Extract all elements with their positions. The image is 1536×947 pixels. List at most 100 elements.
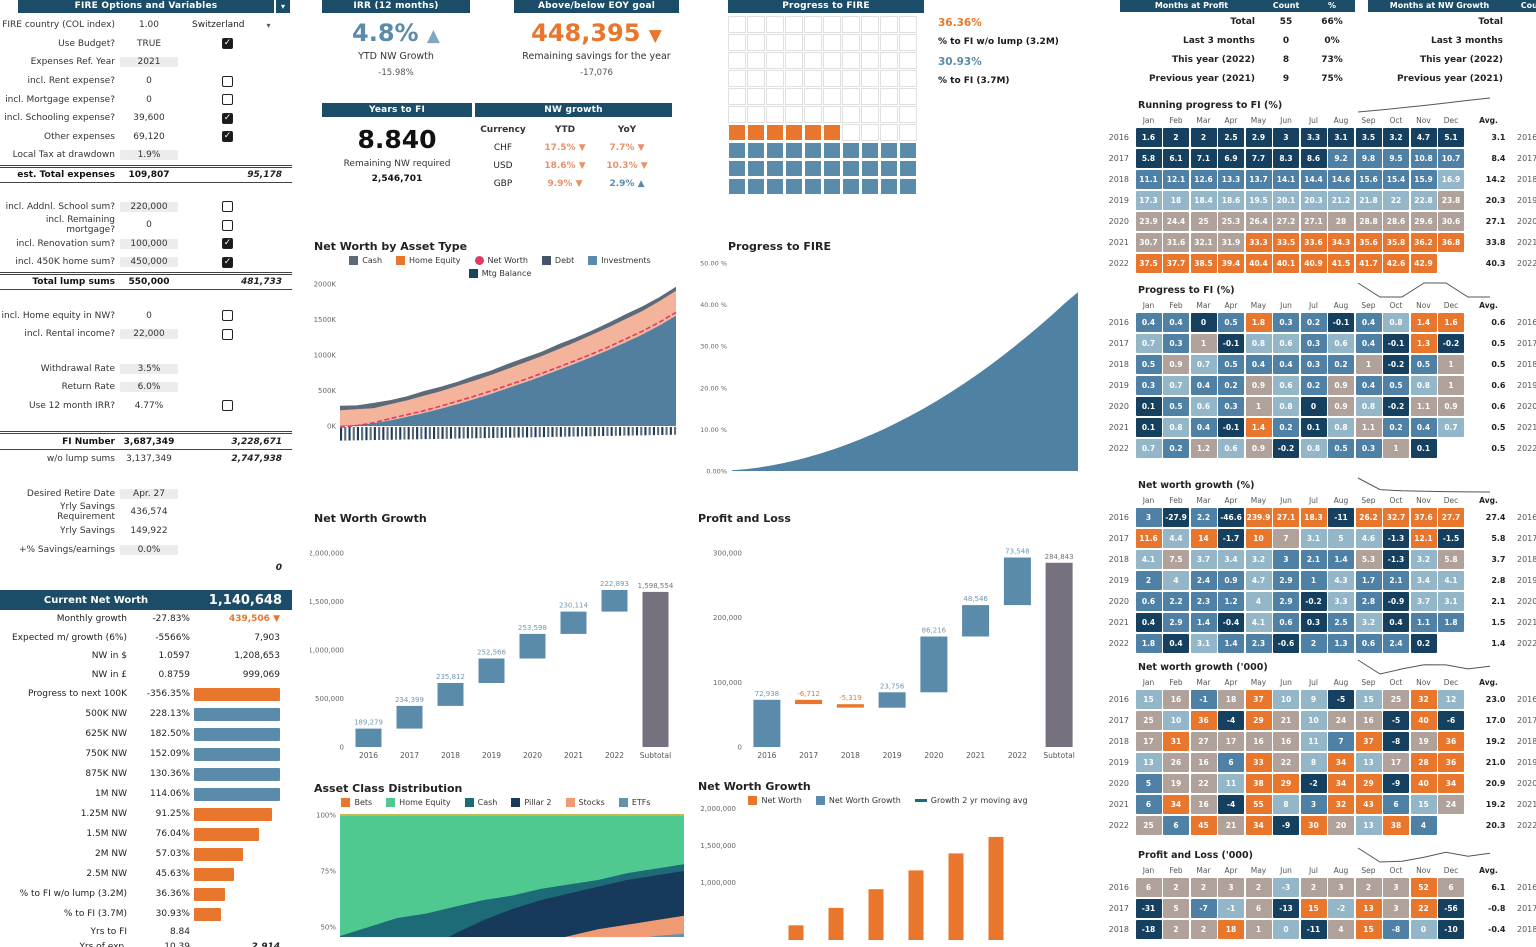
country-dropdown[interactable]: Switzerland ▾ [192, 20, 271, 30]
option-row: incl. Renovation sum? 100,000 ✓ [0, 235, 292, 254]
heatmap-cell: -8 [1383, 920, 1409, 939]
milestone-bar [194, 767, 280, 781]
heatmap-cell: 20.3 [1300, 191, 1327, 210]
checkbox[interactable] [222, 219, 233, 231]
heatmap-cell: 2.4 [1383, 634, 1409, 653]
waffle-cell [842, 124, 860, 141]
checkbox[interactable] [222, 328, 233, 340]
checkbox[interactable] [222, 201, 233, 213]
waffle-cell [899, 52, 917, 69]
option-note: 481,733 [241, 277, 282, 288]
checkbox[interactable]: ✓ [222, 112, 233, 124]
waffle-cell [766, 34, 784, 51]
checkbox[interactable]: ✓ [222, 38, 233, 50]
svg-text:1,598,554: 1,598,554 [638, 582, 674, 590]
heatmap-cell: 40 [1410, 774, 1437, 793]
heatmap-sparkline [1357, 282, 1490, 298]
avg-value: 1.5 [1491, 618, 1506, 627]
heatmap-cell: 1.3 [1328, 634, 1354, 653]
heatmap-cell: -31 [1135, 899, 1162, 918]
checkbox[interactable] [222, 75, 233, 87]
chart-progress-to-fire: Progress to FIRE 50.00 % 40.00 % 30.00 % 20… [688, 240, 1088, 489]
year-label-right: 2021 [1517, 618, 1536, 627]
heatmap-cell: 43 [1355, 795, 1382, 814]
years-to-fi-card: Years to FI NW growth 8.840 Remaining NW… [322, 103, 672, 193]
heatmap-cell: 0.6 [1355, 634, 1382, 653]
checkbox[interactable]: ✓ [222, 238, 233, 250]
option-value[interactable]: 22,000 [120, 329, 178, 340]
row-label: Last 3 months [1430, 35, 1503, 46]
waffle-cell [880, 34, 898, 51]
option-extra: Switzerland ▾ [178, 16, 292, 35]
waffle-cell [804, 142, 822, 159]
option-value[interactable]: 100,000 [120, 238, 178, 249]
year-label: 2018 [1108, 925, 1129, 934]
heatmap-cell: 25.3 [1218, 212, 1244, 231]
heatmap-cell: 1 [1245, 920, 1272, 939]
month-header: Mar [1196, 496, 1211, 505]
checkbox[interactable] [222, 400, 233, 412]
svg-text:1,500,000: 1,500,000 [700, 842, 736, 850]
option-label: incl. Mortgage expense? [5, 94, 115, 105]
waffle-cell [785, 142, 803, 159]
heatmap-cell: 6 [1135, 795, 1162, 814]
heatmap-cell: 5.1 [1438, 128, 1464, 147]
heatmap-cell: 1 [1245, 397, 1272, 416]
heatmap-grid: Jan Feb Mar Apr May Jun Jul Aug Sep Oct Nov Dec Avg.… [1100, 300, 1536, 458]
heatmap-title: Running progress to FI (%) [1138, 100, 1283, 111]
kpi-eoy-sub: -17,076 [580, 68, 613, 78]
checkbox[interactable] [222, 94, 233, 106]
option-value: 3,137,349 [126, 454, 172, 465]
option-value[interactable]: 450,000 [120, 257, 178, 268]
heatmap-cell: 14.1 [1273, 170, 1299, 189]
year-label: 2021 [1108, 618, 1129, 627]
year-label-right: 2018 [1517, 175, 1536, 184]
month-header: Oct [1389, 678, 1403, 687]
milestone-bar-track [190, 707, 292, 721]
checkbox[interactable] [222, 310, 233, 322]
chart-legend: Bets Home Equity Cash Pillar 2 Stocks ETFs [310, 798, 682, 807]
heatmap-cell: 12.6 [1190, 170, 1217, 189]
waffle-cell [880, 160, 898, 177]
heatmap-cell: 3 [1383, 899, 1409, 918]
heatmap-cell: 42.6 [1383, 254, 1409, 273]
heatmap-cell: 0.4 [1410, 418, 1437, 437]
option-value[interactable]: 6.0% [120, 382, 178, 393]
option-value[interactable]: Apr. 27 [120, 488, 178, 499]
option-value[interactable]: 0.0% [120, 544, 178, 555]
heatmap-cell: 0.4 [1355, 376, 1382, 395]
checkbox[interactable]: ✓ [222, 131, 233, 143]
heatmap-cell: -10 [1438, 920, 1464, 939]
heatmap-cell: 0.9 [1163, 355, 1189, 374]
option-value[interactable]: 1.9% [120, 150, 178, 161]
heatmap-cell: 0.7 [1190, 355, 1217, 374]
option-value[interactable]: 3.5% [120, 363, 178, 374]
heatmap-cell: 24.4 [1163, 212, 1189, 231]
option-value[interactable]: 220,000 [120, 201, 178, 212]
svg-text:2,000,000: 2,000,000 [310, 550, 344, 558]
milestone-label: 1.25M NW [80, 809, 127, 819]
heatmap-cell: 12.1 [1163, 170, 1189, 189]
heatmap-cell: 0.8 [1383, 313, 1409, 332]
option-value[interactable]: 2021 [120, 57, 178, 68]
option-label: incl. Addnl. School sum? [5, 201, 115, 212]
checkbox[interactable]: ✓ [222, 256, 233, 268]
pct-value: 73% [1321, 54, 1343, 65]
year-label-right: 2020 [1517, 779, 1536, 788]
row-spacer [0, 183, 292, 197]
heatmap-cell: 9.5 [1383, 149, 1409, 168]
heatmap-cell: 2.9 [1163, 613, 1189, 632]
heatmap-cell: 0.7 [1135, 439, 1162, 458]
milestone-bar-track [190, 867, 292, 881]
option-label: w/o lump sums [46, 454, 115, 465]
options-panel-dropdown-icon[interactable]: ▾ [276, 0, 290, 13]
net-worth-stats: Monthly growth -27.83% 439,506 ▼ Expected m… [0, 610, 292, 684]
heatmap-cell: 0.1 [1135, 397, 1162, 416]
option-value: 550,000 [128, 277, 170, 288]
svg-text:2020: 2020 [924, 751, 943, 760]
svg-text:2018: 2018 [841, 751, 860, 760]
chart-legend: Cash Home Equity Net Worth Debt Investments M… [330, 256, 670, 278]
heatmap-cell: 7.5 [1163, 550, 1189, 569]
option-row: incl. Schooling expense? 39,600 ✓ [0, 109, 292, 128]
column-kpi-charts-left: IRR (12 months) 4.8% ▲ YTD NW Growth -15… [308, 0, 684, 947]
